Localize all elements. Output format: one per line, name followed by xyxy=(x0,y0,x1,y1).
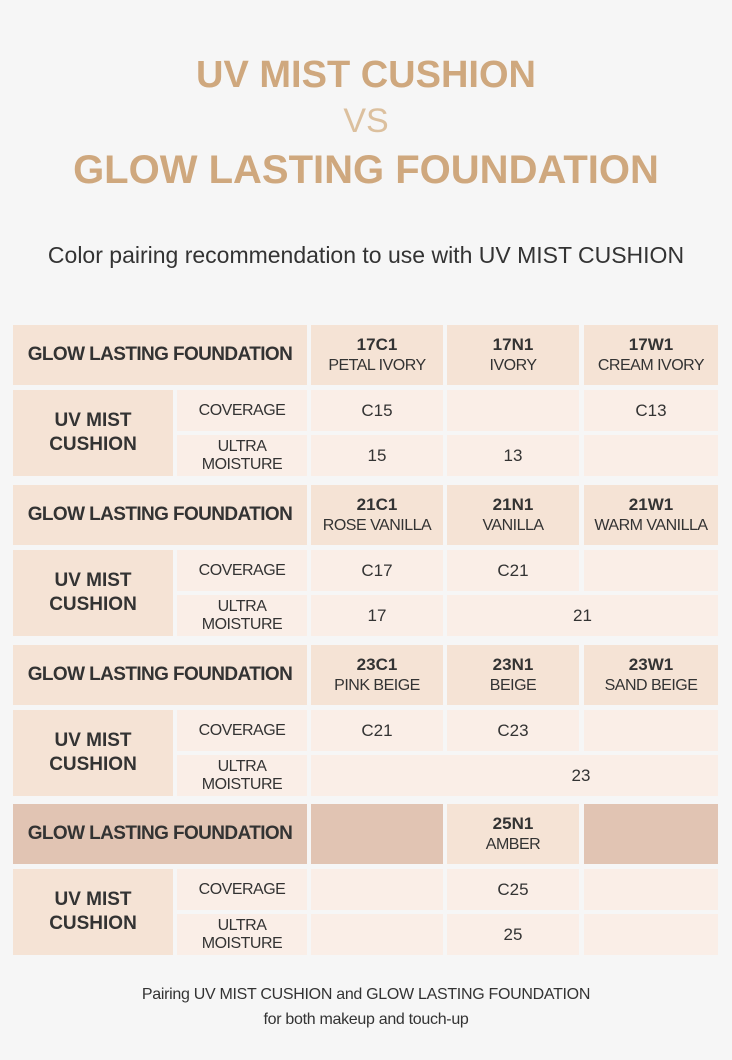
cushion-label: UV MIST CUSHION xyxy=(13,390,173,476)
ultra-moisture-label: ULTRA MOISTURE xyxy=(177,435,307,476)
coverage-value: C23 xyxy=(447,710,579,751)
cushion-label-line-2: CUSHION xyxy=(49,594,137,615)
coverage-value xyxy=(584,869,718,910)
cushion-label-line-1: UV MIST xyxy=(54,730,132,751)
coverage-label: COVERAGE xyxy=(177,550,307,591)
ultra-moisture-value: 23 xyxy=(311,755,718,796)
footer-note: Pairing UV MIST CUSHION and GLOW LASTING… xyxy=(0,982,732,1032)
title-line-2: GLOW LASTING FOUNDATION xyxy=(73,148,659,192)
cushion-label-line-2: CUSHION xyxy=(49,434,137,455)
ultra-moisture-value: 21 xyxy=(447,595,718,636)
coverage-value: C25 xyxy=(447,869,579,910)
shade-header: 21N1 VANILLA xyxy=(447,485,579,545)
ultra-moisture-value: 17 xyxy=(311,595,443,636)
shade-code: 17N1 xyxy=(492,334,534,354)
coverage-value: C17 xyxy=(311,550,443,591)
shade-code: 23C1 xyxy=(356,654,398,674)
shade-header: 17C1 PETAL IVORY xyxy=(311,325,443,385)
ultra-moisture-label: ULTRA MOISTURE xyxy=(177,914,307,955)
shade-code: 23W1 xyxy=(628,654,674,674)
shade-name: ROSE VANILLA xyxy=(322,516,432,534)
shade-code: 17C1 xyxy=(356,334,398,354)
title-line-1: UV MIST CUSHION xyxy=(196,54,536,96)
coverage-value: C21 xyxy=(447,550,579,591)
coverage-label: COVERAGE xyxy=(177,869,307,910)
ultra-moisture-value xyxy=(311,914,443,955)
shade-header: 21W1 WARM VANILLA xyxy=(584,485,718,545)
shade-header: 21C1 ROSE VANILLA xyxy=(311,485,443,545)
shade-name: VANILLA xyxy=(482,516,544,534)
ultra-moisture-value xyxy=(584,435,718,476)
shade-header: 23N1 BEIGE xyxy=(447,645,579,705)
cushion-label: UV MIST CUSHION xyxy=(13,710,173,796)
ultra-moisture-value: 13 xyxy=(447,435,579,476)
cushion-label-line-2: CUSHION xyxy=(49,754,137,775)
shade-header-empty xyxy=(584,804,718,864)
shade-name: SAND BEIGE xyxy=(604,676,698,694)
ultra-moisture-value xyxy=(584,914,718,955)
shade-name: WARM VANILLA xyxy=(594,516,708,534)
ultra-moisture-label: ULTRA MOISTURE xyxy=(177,595,307,636)
shade-header: 25N1 AMBER xyxy=(447,804,579,864)
coverage-label: COVERAGE xyxy=(177,710,307,751)
subtitle: Color pairing recommendation to use with… xyxy=(47,242,685,268)
coverage-value xyxy=(447,390,579,431)
shade-name: CREAM IVORY xyxy=(597,356,705,374)
shade-code: 21C1 xyxy=(356,494,398,514)
coverage-value xyxy=(311,869,443,910)
title-vs: VS xyxy=(343,102,389,140)
coverage-value xyxy=(584,710,718,751)
footer-line-2: for both makeup and touch-up xyxy=(263,1011,469,1028)
cushion-label-line-2: CUSHION xyxy=(49,913,137,934)
shade-header: 23C1 PINK BEIGE xyxy=(311,645,443,705)
ultra-moisture-value: 25 xyxy=(447,914,579,955)
shade-name: AMBER xyxy=(485,835,541,853)
shade-name: PETAL IVORY xyxy=(328,356,426,374)
cushion-label-line-1: UV MIST xyxy=(54,570,132,591)
shade-code: 21N1 xyxy=(492,494,534,514)
foundation-label: GLOW LASTING FOUNDATION xyxy=(13,645,307,705)
cushion-label-line-1: UV MIST xyxy=(54,889,132,910)
cushion-label: UV MIST CUSHION xyxy=(13,550,173,636)
shade-header: 17W1 CREAM IVORY xyxy=(584,325,718,385)
shade-name: BEIGE xyxy=(489,676,537,694)
coverage-value: C21 xyxy=(311,710,443,751)
foundation-label: GLOW LASTING FOUNDATION xyxy=(13,804,307,864)
coverage-value: C13 xyxy=(584,390,718,431)
shade-code: 17W1 xyxy=(628,334,674,354)
ultra-moisture-label: ULTRA MOISTURE xyxy=(177,755,307,796)
shade-code: 23N1 xyxy=(492,654,534,674)
footer-line-1: Pairing UV MIST CUSHION and GLOW LASTING… xyxy=(141,986,591,1003)
shade-name: PINK BEIGE xyxy=(334,676,420,694)
cushion-label-line-1: UV MIST xyxy=(54,410,132,431)
cushion-label: UV MIST CUSHION xyxy=(13,869,173,955)
shade-header: 23W1 SAND BEIGE xyxy=(584,645,718,705)
coverage-value xyxy=(584,550,718,591)
shade-code: 25N1 xyxy=(492,813,534,833)
foundation-label: GLOW LASTING FOUNDATION xyxy=(13,325,307,385)
shade-name: IVORY xyxy=(489,356,538,374)
coverage-value: C15 xyxy=(311,390,443,431)
shade-header: 17N1 IVORY xyxy=(447,325,579,385)
shade-code: 21W1 xyxy=(628,494,674,514)
coverage-label: COVERAGE xyxy=(177,390,307,431)
shade-header-empty xyxy=(311,804,443,864)
foundation-label: GLOW LASTING FOUNDATION xyxy=(13,485,307,545)
ultra-moisture-value: 15 xyxy=(311,435,443,476)
